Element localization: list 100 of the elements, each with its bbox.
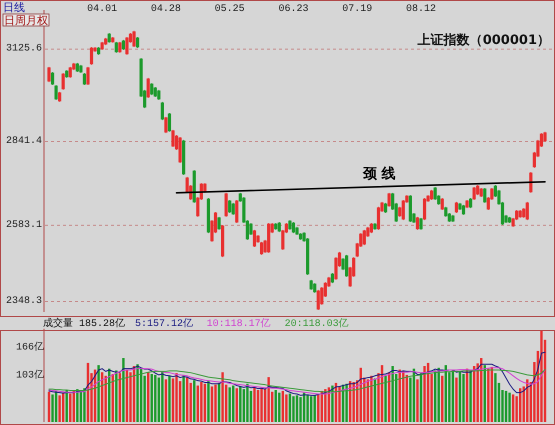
candlestick: [518, 210, 522, 218]
bar: [136, 364, 139, 422]
y-tick-label: 3125.6: [6, 44, 42, 55]
bar: [282, 390, 284, 422]
candlestick: [440, 198, 444, 210]
bar: [288, 394, 292, 422]
candlestick: [157, 89, 160, 100]
bar: [398, 370, 401, 422]
bar: [228, 387, 231, 422]
bar: [285, 394, 288, 422]
candlestick: [362, 229, 366, 246]
candlestick: [228, 200, 232, 214]
bar: [484, 365, 486, 422]
bar: [246, 384, 249, 422]
text: 5:157.12亿: [135, 318, 194, 330]
bar: [196, 386, 199, 422]
bar: [58, 395, 61, 422]
bar: [207, 381, 210, 422]
text: 上证指数（000001）: [416, 33, 550, 48]
bar: [164, 379, 168, 422]
bar: [434, 370, 436, 422]
bar: [519, 388, 522, 422]
y-tick-label: 2583.1: [6, 220, 42, 231]
candlestick: [192, 170, 196, 204]
bar: [328, 387, 330, 422]
bar: [388, 372, 390, 422]
candlestick: [150, 82, 154, 96]
bar: [317, 394, 320, 422]
candlestick: [111, 36, 114, 44]
chart-title: 成交量 185.28亿: [43, 317, 126, 330]
bar: [76, 389, 79, 422]
x-tick-label: 07.19: [342, 4, 372, 15]
bar: [402, 371, 404, 422]
bar: [508, 392, 511, 422]
candlestick: [146, 77, 150, 98]
bar: [54, 390, 58, 422]
candlestick: [316, 290, 320, 310]
bar: [112, 374, 114, 422]
candlestick: [232, 202, 235, 216]
candlestick: [288, 220, 292, 230]
bar: [218, 382, 220, 422]
bar: [302, 392, 306, 422]
bar: [455, 378, 458, 422]
bar: [221, 372, 224, 422]
bar: [452, 370, 454, 422]
bar: [150, 374, 153, 422]
series-label: 颈 线: [362, 166, 396, 182]
bar: [348, 381, 352, 422]
bar: [232, 386, 234, 422]
bar: [360, 368, 362, 422]
text: 日线: [3, 1, 25, 14]
bar: [278, 392, 280, 422]
bar: [480, 358, 482, 422]
bar: [472, 366, 476, 422]
y-tick-label: 2348.3: [6, 296, 42, 308]
bar: [118, 373, 122, 422]
y-tick-label: 166亿: [16, 342, 44, 354]
bar: [182, 374, 185, 422]
bar: [66, 390, 68, 422]
bar: [352, 382, 355, 422]
candlestick: [483, 188, 486, 204]
bar: [366, 379, 370, 422]
bar: [412, 368, 416, 422]
candlestick: [313, 282, 316, 294]
x-tick-label: 06.23: [278, 4, 308, 15]
bar: [140, 368, 142, 422]
bar: [370, 376, 373, 422]
candlestick: [274, 222, 278, 230]
x-tick-label: 05.25: [214, 4, 245, 15]
bar: [126, 370, 128, 422]
text: 20:118.03亿: [284, 318, 349, 330]
bar: [200, 382, 203, 422]
bar: [494, 373, 497, 422]
candlestick: [114, 41, 118, 54]
candlestick: [267, 222, 270, 254]
bar: [444, 365, 447, 422]
bar: [115, 370, 118, 422]
bar: [72, 390, 75, 422]
bar: [186, 378, 188, 422]
bar: [100, 372, 104, 422]
annotation: 日周月权: [4, 14, 48, 27]
candlestick: [235, 200, 238, 224]
bar: [314, 395, 316, 422]
candlestick: [529, 172, 532, 194]
bar: [384, 376, 387, 422]
candlestick: [310, 279, 313, 290]
bar: [487, 368, 490, 422]
bar: [466, 368, 468, 422]
bar: [512, 394, 514, 422]
candlestick: [76, 62, 79, 72]
bar: [469, 370, 472, 422]
candlestick: [62, 72, 65, 90]
bar: [62, 392, 64, 422]
bar: [239, 386, 242, 422]
candlestick: [108, 32, 111, 44]
x-tick-label: 04.28: [150, 4, 181, 15]
candlestick: [278, 222, 281, 233]
bar: [320, 390, 323, 422]
candlestick: [526, 202, 529, 220]
bar: [83, 388, 86, 422]
